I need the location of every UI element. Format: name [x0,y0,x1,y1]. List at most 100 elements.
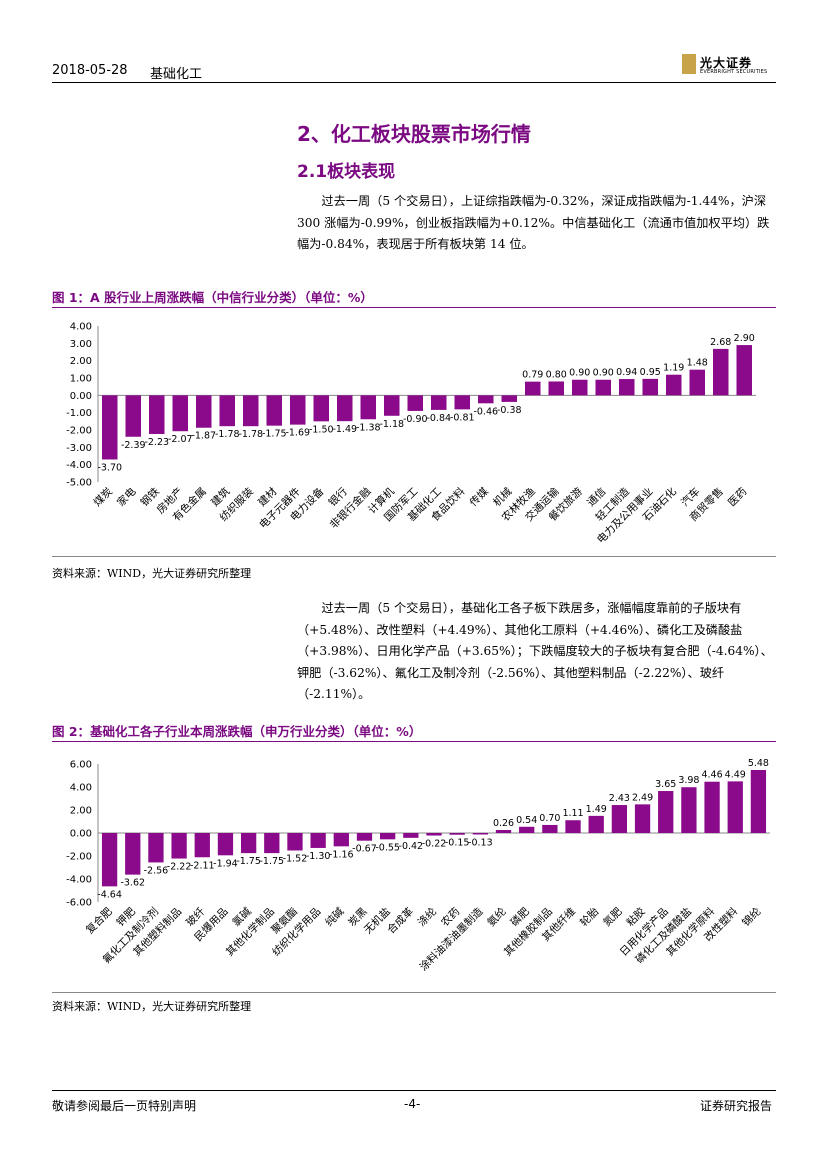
bar [681,787,697,833]
bar [287,833,303,851]
logo-mark-icon [682,54,696,74]
bar [125,833,141,875]
data-label: -2.11 [190,860,215,871]
bar [712,348,729,396]
category-label: 合成革 [384,905,415,936]
data-label: 2.49 [632,792,653,803]
figure1-bottom-rule [52,556,776,557]
bar [426,833,442,836]
bar [454,395,471,410]
bar [642,378,659,396]
data-label: -1.50 [309,424,334,435]
y-tick-label: 3.00 [70,339,92,350]
bar [383,395,400,416]
y-tick-label: -4.00 [66,875,92,886]
data-label: -1.16 [329,849,354,860]
y-tick-label: 0.00 [70,829,92,840]
data-label: 1.49 [586,804,607,815]
bar [565,820,581,833]
data-label: -1.38 [356,422,381,433]
header-divider [52,82,776,83]
bar [524,381,541,396]
y-tick-label: 2.00 [70,806,92,817]
data-label: -2.39 [121,440,146,451]
data-label: -0.81 [450,412,475,423]
data-label: -1.78 [238,429,263,440]
bar [658,791,674,833]
data-label: -0.55 [375,842,400,853]
bar [171,833,187,859]
y-tick-label: 6.00 [70,760,92,771]
bar [548,381,565,396]
bar [403,833,419,838]
section-title: 2、化工板块股票市场行情 [297,122,531,146]
bar [172,395,189,432]
bar [333,833,349,847]
bar [194,833,210,858]
bar [310,833,326,848]
bar [634,804,651,833]
data-label: -1.75 [236,856,261,867]
bar [407,395,424,411]
bar [477,395,494,404]
category-label: 纯碱 [322,905,346,929]
category-label: 涤纶 [415,905,439,929]
bar [611,805,628,833]
bar [689,369,706,396]
data-label: -0.15 [445,838,470,849]
bar [360,395,377,420]
data-label: -0.67 [352,844,377,855]
data-label: 2.43 [609,793,630,804]
data-label: -1.75 [259,856,284,867]
bar [750,769,767,833]
data-label: 2.90 [734,333,755,344]
data-label: -2.07 [168,434,193,445]
figure2-top-rule [52,741,776,742]
data-label: -1.52 [283,853,308,864]
data-label: -1.94 [213,858,238,869]
data-label: 0.79 [522,370,543,381]
page-number: -4- [404,1097,421,1111]
y-tick-label: -6.00 [66,898,92,909]
bar [501,395,518,402]
bar [495,830,512,833]
data-label: -0.13 [468,837,493,848]
y-tick-label: 4.00 [70,783,92,794]
bar [264,833,280,854]
figure1-bar-chart: 4.00 3.00 2.00 1.00 0.00 -1.00 -2.00 -3.00 -4.00… [66,322,756,546]
data-label: 1.11 [562,808,583,819]
bar [704,781,720,833]
paragraph-subsector-summary: 过去一周（5 个交易日），基础化工各子板下跌居多，涨幅幅度靠前的子版块有（+5.… [297,601,773,701]
data-label: -2.23 [144,437,169,448]
data-label: 0.80 [546,369,567,380]
figure2-bar-chart: 6.00 4.00 2.00 0.00 -2.00 -4.00 -6.00 -4.64 复合肥 -… [66,758,770,974]
footer-report-type: 证券研究报告 [700,1099,773,1113]
data-label: 5.48 [748,758,769,769]
data-label: -0.84 [426,413,451,424]
bar [240,833,257,854]
data-label: 0.70 [539,813,560,824]
y-tick-label: 2.00 [70,356,92,367]
bar [727,781,743,833]
bar [289,395,306,425]
category-label: 复合肥 [83,905,115,937]
data-label: -0.38 [497,405,522,416]
data-label: 0.95 [640,367,661,378]
bar [242,395,259,427]
data-label: 1.48 [687,358,708,369]
data-label: -2.22 [167,862,192,873]
bar [595,379,612,396]
data-label: 0.90 [569,368,590,379]
bar [542,824,558,833]
data-label: 4.49 [725,769,746,780]
bar [195,395,212,428]
data-label: 0.90 [593,368,614,379]
category-label: 轮胎 [577,905,601,929]
broker-logo: 光大证券 EVERBRIGHT SECURITIES [682,52,782,78]
data-label: -1.69 [285,428,310,439]
figure1-source: 资料来源：WIND，光大证券研究所整理 [52,567,252,580]
y-tick-label: -1.00 [66,408,92,419]
data-label: -1.18 [379,419,404,430]
data-label: 0.94 [616,367,637,378]
bar [219,395,236,427]
